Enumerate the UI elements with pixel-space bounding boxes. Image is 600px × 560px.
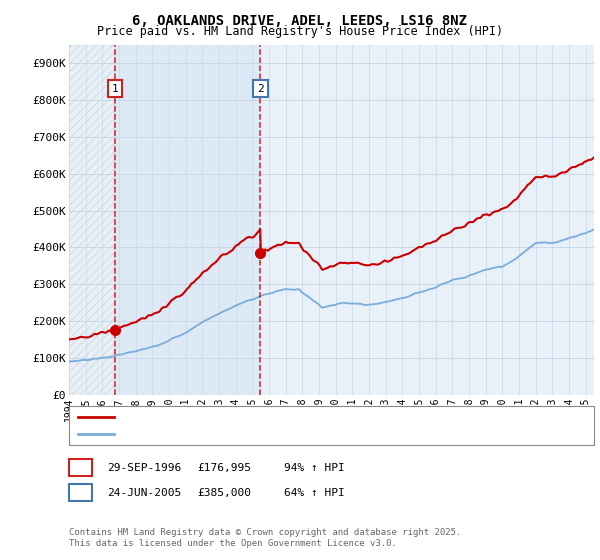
Text: 64% ↑ HPI: 64% ↑ HPI <box>284 488 344 498</box>
Text: 6, OAKLANDS DRIVE, ADEL, LEEDS, LS16 8NZ: 6, OAKLANDS DRIVE, ADEL, LEEDS, LS16 8NZ <box>133 14 467 28</box>
Text: 2: 2 <box>77 488 84 498</box>
Text: 1: 1 <box>77 463 84 473</box>
Text: 1: 1 <box>112 83 118 94</box>
Text: £385,000: £385,000 <box>197 488 251 498</box>
Text: £176,995: £176,995 <box>197 463 251 473</box>
Text: 29-SEP-1996: 29-SEP-1996 <box>107 463 181 473</box>
Text: 94% ↑ HPI: 94% ↑ HPI <box>284 463 344 473</box>
Text: Contains HM Land Registry data © Crown copyright and database right 2025.
This d: Contains HM Land Registry data © Crown c… <box>69 528 461 548</box>
Text: HPI: Average price, detached house, Leeds: HPI: Average price, detached house, Leed… <box>121 429 377 439</box>
Text: 2: 2 <box>257 83 264 94</box>
Text: Price paid vs. HM Land Registry's House Price Index (HPI): Price paid vs. HM Land Registry's House … <box>97 25 503 38</box>
Text: 24-JUN-2005: 24-JUN-2005 <box>107 488 181 498</box>
Text: 6, OAKLANDS DRIVE, ADEL, LEEDS, LS16 8NZ (detached house): 6, OAKLANDS DRIVE, ADEL, LEEDS, LS16 8NZ… <box>121 412 478 422</box>
